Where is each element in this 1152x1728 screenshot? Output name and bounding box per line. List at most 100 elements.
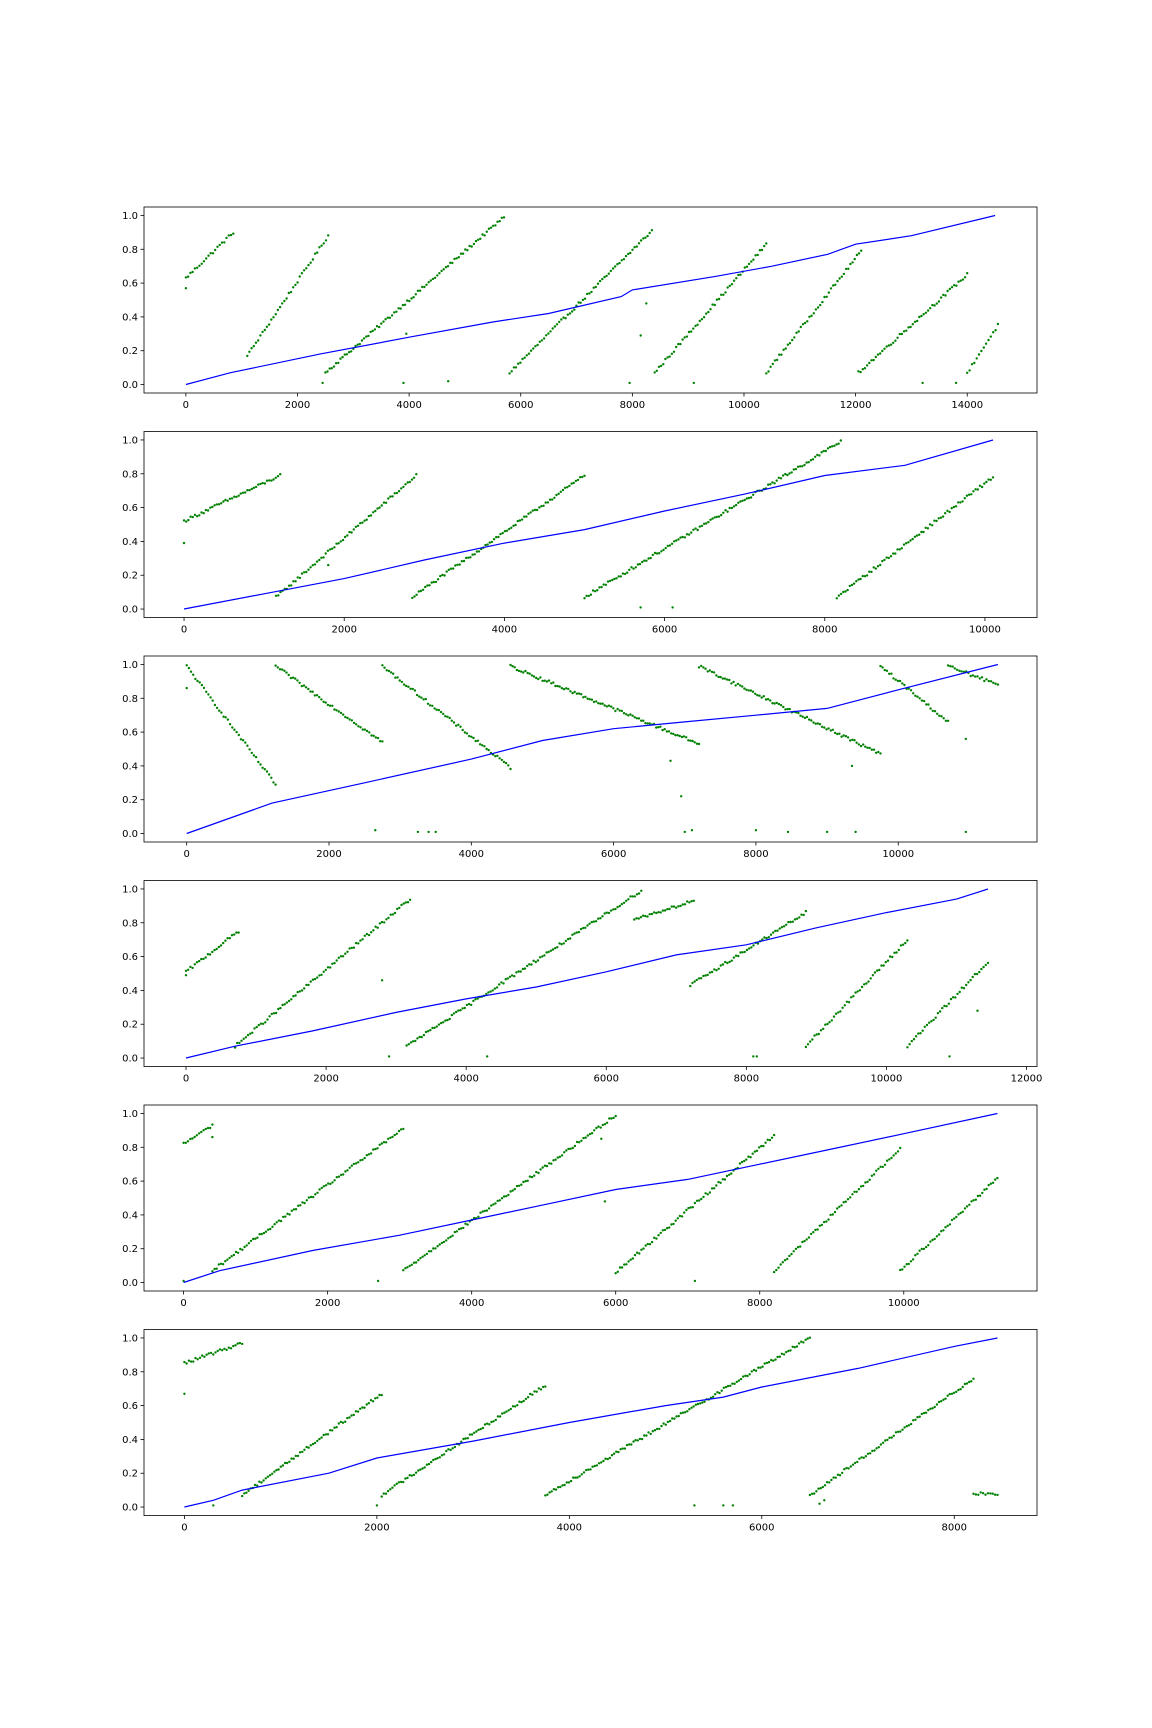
scatter-point	[953, 284, 956, 287]
scatter-point	[244, 491, 247, 494]
scatter-point	[238, 1341, 242, 1345]
scatter-point	[802, 1341, 805, 1344]
scatter-point	[505, 529, 509, 532]
scatter-point	[737, 954, 740, 958]
scatter-point	[640, 889, 643, 892]
scatter-point	[371, 329, 374, 333]
scatter-point	[292, 995, 295, 998]
scatter-point	[975, 357, 978, 360]
scatter-point	[754, 829, 758, 832]
scatter-point	[918, 1249, 921, 1252]
scatter-point	[483, 234, 486, 237]
scatter-point	[769, 365, 772, 368]
scatter-point	[583, 474, 586, 477]
scatter-point	[438, 1243, 441, 1246]
scatter-point	[942, 293, 945, 297]
scatter-point	[721, 677, 724, 680]
scatter-point	[770, 1136, 774, 1140]
scatter-point	[448, 1017, 451, 1021]
scatter-run-6	[972, 1491, 999, 1497]
scatter-point	[614, 709, 617, 713]
scatter-point	[696, 1402, 700, 1406]
scatter-point	[756, 253, 759, 257]
scatter-point	[664, 1423, 667, 1426]
scatter-point	[784, 708, 787, 711]
scatter-point	[583, 597, 586, 600]
scatter-point	[283, 669, 286, 672]
scatter-point	[232, 1344, 235, 1348]
scatter-point	[558, 942, 561, 945]
scatter-point	[698, 525, 701, 528]
scatter-point	[851, 738, 854, 741]
scatter-point	[801, 1240, 804, 1244]
scatter-point	[255, 1025, 258, 1029]
scatter-point	[428, 584, 431, 587]
scatter-point	[410, 1263, 413, 1267]
scatter-point	[907, 687, 910, 690]
scatter-point	[804, 1045, 808, 1049]
scatter-point	[712, 671, 716, 674]
scatter-point	[394, 676, 397, 679]
scatter-point	[615, 1450, 618, 1453]
scatter-point	[937, 1400, 941, 1404]
scatter-point	[457, 723, 460, 726]
scatter-point	[443, 574, 446, 577]
scatter-point	[200, 511, 203, 514]
scatter-point	[322, 242, 325, 245]
scatter-point	[876, 353, 880, 356]
scatter-point	[531, 509, 534, 512]
scatter-point	[536, 959, 540, 962]
scatter-point	[789, 1349, 792, 1352]
scatter-point	[944, 1397, 947, 1400]
scatter-point	[585, 1468, 588, 1472]
scatter-point	[335, 1176, 338, 1179]
scatter-point	[368, 731, 371, 734]
scatter-point	[734, 684, 737, 687]
scatter-point	[693, 1279, 697, 1283]
scatter-point	[229, 1347, 233, 1350]
scatter-point	[793, 336, 796, 339]
scatter-point	[257, 1023, 260, 1027]
scatter-point	[777, 1266, 780, 1269]
scatter-point	[301, 1450, 304, 1454]
scatter-point	[752, 1368, 756, 1372]
scatter-point	[823, 726, 826, 729]
scatter-point	[690, 330, 693, 333]
scatter-point	[595, 700, 598, 703]
scatter-point	[477, 1215, 480, 1219]
scatter-point	[277, 594, 280, 597]
scatter-run-1	[185, 664, 277, 786]
scatter-point	[452, 721, 456, 724]
scatter-point	[612, 707, 615, 710]
scatter-point	[522, 1180, 525, 1184]
scatter-point	[707, 310, 710, 314]
scatter-series	[184, 889, 990, 1058]
scatter-point	[489, 990, 492, 993]
scatter-point	[500, 1197, 504, 1200]
scatter-point	[640, 1248, 643, 1252]
scatter-point	[987, 1183, 990, 1187]
scatter-point	[397, 1481, 401, 1484]
scatter-point	[331, 962, 334, 965]
y-tick-label: 0.0	[122, 380, 138, 391]
scatter-point	[800, 913, 803, 916]
scatter-point	[474, 739, 477, 743]
scatter-point	[198, 1356, 202, 1360]
scatter-point	[755, 1149, 759, 1153]
scatter-point	[380, 1393, 383, 1397]
scatter-point	[262, 1231, 266, 1235]
scatter-point	[581, 475, 584, 479]
scatter-point	[760, 1144, 763, 1148]
scatter-point	[359, 1407, 362, 1411]
scatter-point	[391, 1486, 394, 1489]
scatter-point	[235, 931, 238, 934]
scatter-point	[187, 518, 190, 522]
scatter-point	[470, 1003, 473, 1007]
scatter-point	[762, 695, 765, 698]
scatter-point	[638, 1252, 641, 1255]
scatter-point	[863, 575, 867, 578]
scatter-point	[686, 1410, 689, 1413]
scatter-point	[899, 1268, 902, 1272]
scatter-point	[560, 687, 564, 690]
scatter-point	[565, 1149, 568, 1152]
